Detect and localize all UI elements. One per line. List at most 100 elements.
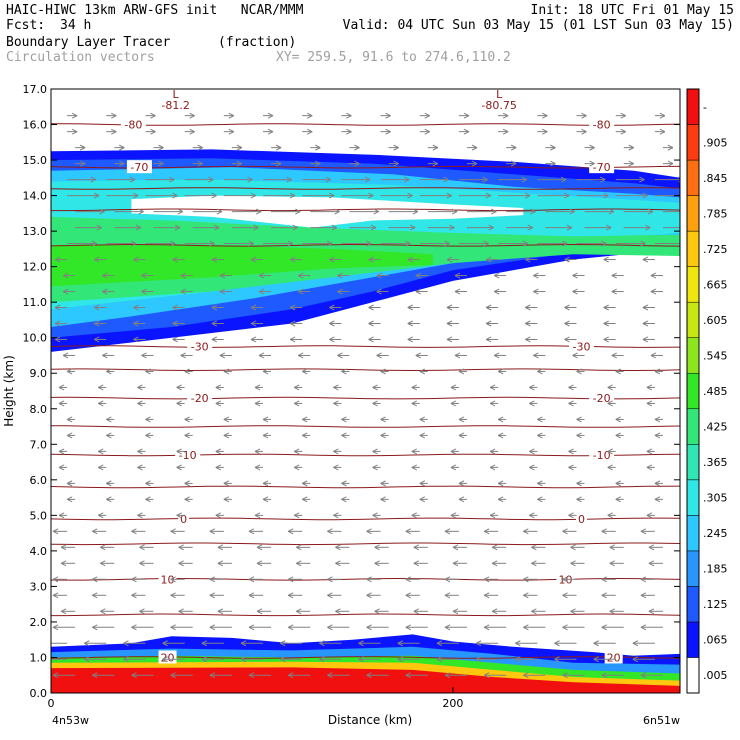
vector-arrowhead (333, 448, 339, 455)
vector-arrowhead (262, 496, 269, 503)
vector-arrowhead (211, 304, 218, 311)
vector-arrowhead (452, 560, 459, 567)
vector-arrowhead (145, 496, 151, 503)
vector-arrowhead (640, 592, 647, 599)
vector-arrowhead (172, 336, 178, 343)
vector-arrowhead (564, 256, 570, 263)
vector-arrowhead (482, 176, 488, 183)
vector-arrowhead (215, 512, 222, 519)
vector-arrowhead (475, 656, 482, 663)
contour-label-bg (178, 511, 190, 525)
vector-arrowhead (217, 544, 224, 551)
contour-label: -30 (573, 341, 591, 354)
vector-arrowhead (537, 496, 543, 503)
vector-arrowhead (564, 336, 570, 343)
boundary-band-5 (51, 667, 680, 693)
vector-arrowhead (497, 480, 504, 487)
vector-arrowhead (94, 256, 100, 263)
colorbar: .005 .065 .125 .185 .245 .305 .365 .425 .485 .545… (686, 88, 728, 694)
vector-arrowhead (131, 624, 137, 631)
colorbar-label: .665 (703, 278, 728, 291)
colorbar-swatch (686, 301, 700, 338)
plot-frame (50, 88, 681, 694)
vector-arrowhead (178, 560, 184, 567)
vector-arrowhead (374, 608, 380, 615)
vector-arrowhead (228, 128, 235, 135)
vector-arrowhead (525, 256, 531, 263)
vector-arrowhead (209, 672, 216, 679)
vector-arrowhead (94, 304, 100, 311)
vector-arrowhead (137, 512, 143, 519)
vector-arrowhead (328, 192, 335, 199)
vector-arrowhead (180, 352, 186, 359)
vector-arrowhead (608, 208, 615, 215)
vector-arrowhead (333, 464, 339, 471)
vector-arrowhead (615, 368, 621, 375)
vector-arrowhead (411, 400, 417, 407)
vector-arrowhead (485, 256, 492, 263)
vector-arrowhead (298, 272, 304, 279)
vector-arrowhead (333, 384, 339, 391)
vector-arrowhead (258, 272, 265, 279)
vector-arrowhead (366, 672, 372, 679)
vector-arrowhead (302, 496, 308, 503)
vector-arrowhead (217, 560, 224, 567)
vector-arrowhead (611, 352, 617, 359)
vector-arrowhead (250, 320, 257, 327)
vector-arrowhead (607, 512, 613, 519)
contour-label-bg (589, 117, 615, 131)
vector-arrowhead (601, 672, 607, 679)
y-tick-label: 5.0 (30, 509, 48, 522)
vector-arrowhead (533, 352, 539, 359)
vector-arrowhead (137, 384, 143, 391)
vector-arrowhead (329, 320, 335, 327)
y-tick-label: 1.0 (30, 651, 48, 664)
vector-arrowhead (475, 640, 482, 647)
vector-arrowhead (256, 560, 263, 567)
vector-arrowhead (92, 576, 98, 583)
vector-arrowhead (609, 560, 615, 567)
vector-arrowhead (258, 288, 265, 295)
vector-arrowhead (642, 304, 649, 311)
colorbar-label: .605 (703, 314, 728, 327)
vector-arrowhead (216, 208, 223, 215)
vector-arrowhead (98, 512, 104, 519)
vector-arrowhead (564, 320, 570, 327)
vector-arrowhead (58, 384, 65, 391)
vector-arrowhead (327, 672, 333, 679)
vector-arrowhead (197, 160, 203, 167)
vector-name: Circulation vectors (6, 50, 155, 65)
vector-arrowhead (393, 144, 399, 151)
vector-arrowhead (162, 656, 168, 663)
vector-arrowhead (209, 528, 216, 535)
vector-arrowhead (654, 368, 661, 375)
vector-arrowhead (58, 400, 65, 407)
vector-arrowhead (184, 496, 190, 503)
vector-arrowhead (327, 624, 333, 631)
colorbar-label: .125 (703, 598, 728, 611)
vector-arrowhead (302, 416, 308, 423)
vector-arrowhead (374, 560, 380, 567)
axes: 0.0 1.0 2.0 3.0 4.0 5.0 6.0 7.0 8.0 9.0 10.0 11.0 12… (23, 83, 680, 710)
contour-line (51, 542, 680, 546)
vector-arrowhead (550, 144, 556, 151)
x-tick-label: 0 (48, 697, 55, 710)
vector-arrowhead (576, 496, 582, 503)
vector-arrowhead (522, 240, 529, 247)
field-units: (fraction) (218, 35, 297, 50)
y-tick-label: 7.0 (30, 438, 48, 451)
vector-arrowhead (405, 240, 411, 247)
vector-arrowhead (248, 240, 254, 247)
vector-arrowhead (58, 512, 65, 519)
vector-arrowhead (405, 528, 411, 535)
vector-arrowhead (450, 400, 457, 407)
contour-label-bg (604, 650, 623, 664)
vector-arrowhead (93, 192, 100, 199)
xy-range: XY= 259.5, 91.6 to 274.6,110.2 (276, 50, 511, 65)
vector-arrowhead (444, 528, 451, 535)
contour-label: -20 (593, 392, 611, 405)
vector-arrowhead (170, 576, 176, 583)
vector-arrowhead (413, 544, 420, 551)
vector-arrowhead (174, 224, 181, 231)
vector-arrowhead (659, 112, 666, 119)
